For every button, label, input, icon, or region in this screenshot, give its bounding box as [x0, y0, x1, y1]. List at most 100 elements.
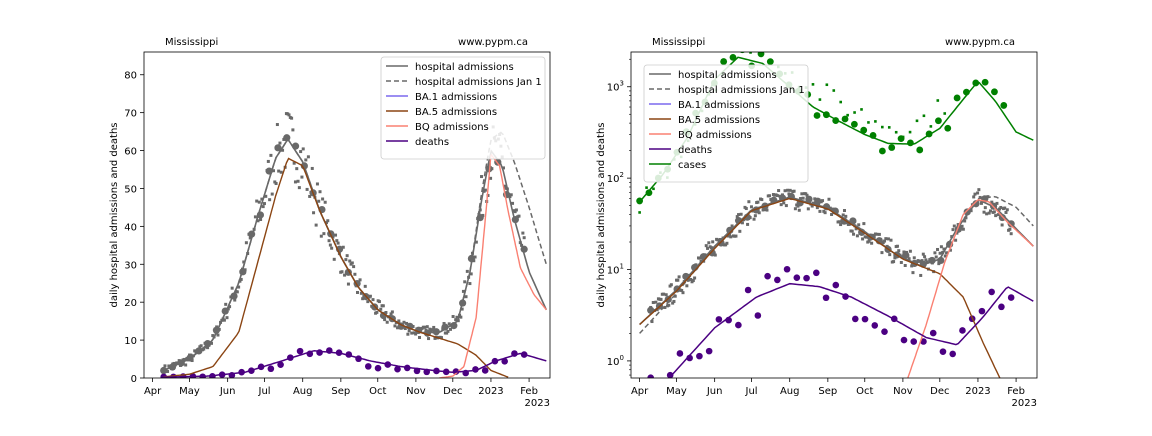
hospital-daily-point	[810, 204, 814, 208]
legend-label: hospital admissions	[415, 62, 514, 73]
hospital-weekly-point	[814, 197, 822, 205]
y-tick-label: 30	[124, 260, 137, 271]
hospital-daily-point	[792, 189, 796, 193]
cases-daily-point	[867, 121, 870, 124]
cases-daily-point	[652, 187, 655, 191]
hospital-daily-point	[698, 256, 702, 260]
hospital-daily-point	[664, 293, 668, 297]
hospital-daily-point	[713, 253, 717, 257]
hospital-daily-point	[734, 234, 738, 238]
hospital-daily-point	[985, 212, 989, 216]
plot-area	[160, 112, 548, 378]
hospital-daily-point	[912, 256, 916, 260]
hospital-daily-point	[262, 202, 266, 206]
legend-label: BA.5 admissions	[415, 107, 497, 118]
hospital-daily-point	[270, 192, 274, 196]
x-year-label: 2023	[525, 398, 550, 409]
hospital-weekly-point	[805, 195, 813, 203]
deaths-point	[861, 315, 869, 323]
hospital-daily-point	[730, 224, 734, 228]
hospital-daily-point	[281, 148, 285, 152]
hospital-daily-point	[235, 290, 239, 294]
hospital-daily-point	[306, 155, 310, 159]
legend-label: hospital admissions	[678, 70, 777, 81]
hospital-daily-point	[350, 261, 354, 265]
x-tick-label: Dec	[930, 386, 949, 397]
hospital-daily-point	[328, 243, 332, 247]
hospital-daily-point	[757, 211, 761, 215]
hospital-daily-point	[706, 246, 710, 250]
hospital-daily-point	[199, 344, 203, 348]
hospital-daily-point	[222, 318, 226, 322]
hospital-daily-point	[870, 241, 874, 245]
hospital-daily-point	[278, 141, 282, 145]
deaths-point	[959, 327, 966, 334]
hospital-daily-point	[786, 188, 790, 192]
hospital-daily-point	[738, 229, 742, 233]
hospital-daily-point	[427, 337, 431, 341]
cases-daily-point	[818, 98, 822, 101]
cases-daily-point	[763, 43, 766, 46]
deaths-point	[744, 286, 752, 294]
hospital-daily-point	[445, 331, 449, 335]
hospital-daily-point	[259, 217, 263, 221]
hospital-daily-point	[775, 194, 779, 198]
hospital-daily-point	[897, 249, 901, 253]
hospital-daily-point	[862, 222, 866, 226]
cases-point	[841, 115, 849, 123]
hospital-daily-point	[439, 336, 443, 340]
hospital-daily-point	[939, 245, 943, 249]
hospital-daily-point	[206, 346, 210, 350]
deaths-point	[754, 312, 762, 319]
cases-point	[757, 52, 765, 58]
hospital-daily-point	[672, 299, 676, 303]
deaths-point	[978, 307, 986, 315]
series-line-hospital-admissions	[639, 196, 1034, 326]
hospital-daily-point	[744, 207, 748, 211]
hospital-daily-point	[273, 180, 277, 184]
hospital-daily-point	[988, 209, 992, 213]
y-tick-label: 40	[124, 222, 137, 233]
deaths-point	[267, 365, 275, 373]
cases-daily-point	[881, 125, 884, 129]
hospital-daily-point	[295, 167, 299, 171]
hospital-daily-point	[321, 197, 325, 201]
hospital-daily-point	[662, 292, 666, 296]
hospital-daily-point	[907, 257, 911, 261]
hospital-daily-point	[300, 175, 304, 179]
hospital-daily-point	[487, 163, 491, 167]
hospital-daily-point	[363, 284, 367, 288]
hospital-daily-point	[451, 315, 455, 319]
hospital-daily-point	[225, 316, 229, 320]
hospital-daily-point	[979, 201, 983, 205]
series-line-hospital-admissions-jan-1	[163, 131, 548, 372]
hospital-weekly-point	[441, 323, 449, 331]
hospital-daily-point	[992, 210, 996, 214]
hospital-daily-point	[410, 331, 414, 335]
hospital-daily-point	[1008, 227, 1012, 231]
deaths-point	[783, 265, 791, 273]
hospital-daily-point	[511, 201, 515, 205]
x-tick-label: Jun	[706, 386, 723, 397]
deaths-point	[949, 350, 957, 358]
hospital-daily-point	[850, 229, 854, 233]
y-axis-label: daily hospital admissions and deaths	[109, 122, 120, 307]
y-tick-label: 60	[124, 147, 137, 158]
deaths-point	[764, 272, 771, 280]
hospital-daily-point	[345, 254, 349, 258]
hospital-daily-point	[274, 182, 278, 186]
hospital-daily-point	[739, 212, 743, 216]
hospital-daily-point	[671, 301, 675, 305]
cases-point	[1000, 102, 1008, 109]
y-tick-label: 70	[124, 109, 137, 120]
hospital-daily-point	[397, 319, 401, 323]
hospital-daily-point	[293, 180, 297, 184]
hospital-daily-point	[315, 182, 319, 186]
hospital-daily-point	[253, 215, 257, 219]
legend-label: deaths	[678, 145, 712, 156]
hospital-daily-point	[226, 307, 230, 311]
hospital-daily-point	[777, 189, 781, 193]
cases-daily-point	[832, 89, 836, 92]
hospital-daily-point	[381, 304, 385, 308]
